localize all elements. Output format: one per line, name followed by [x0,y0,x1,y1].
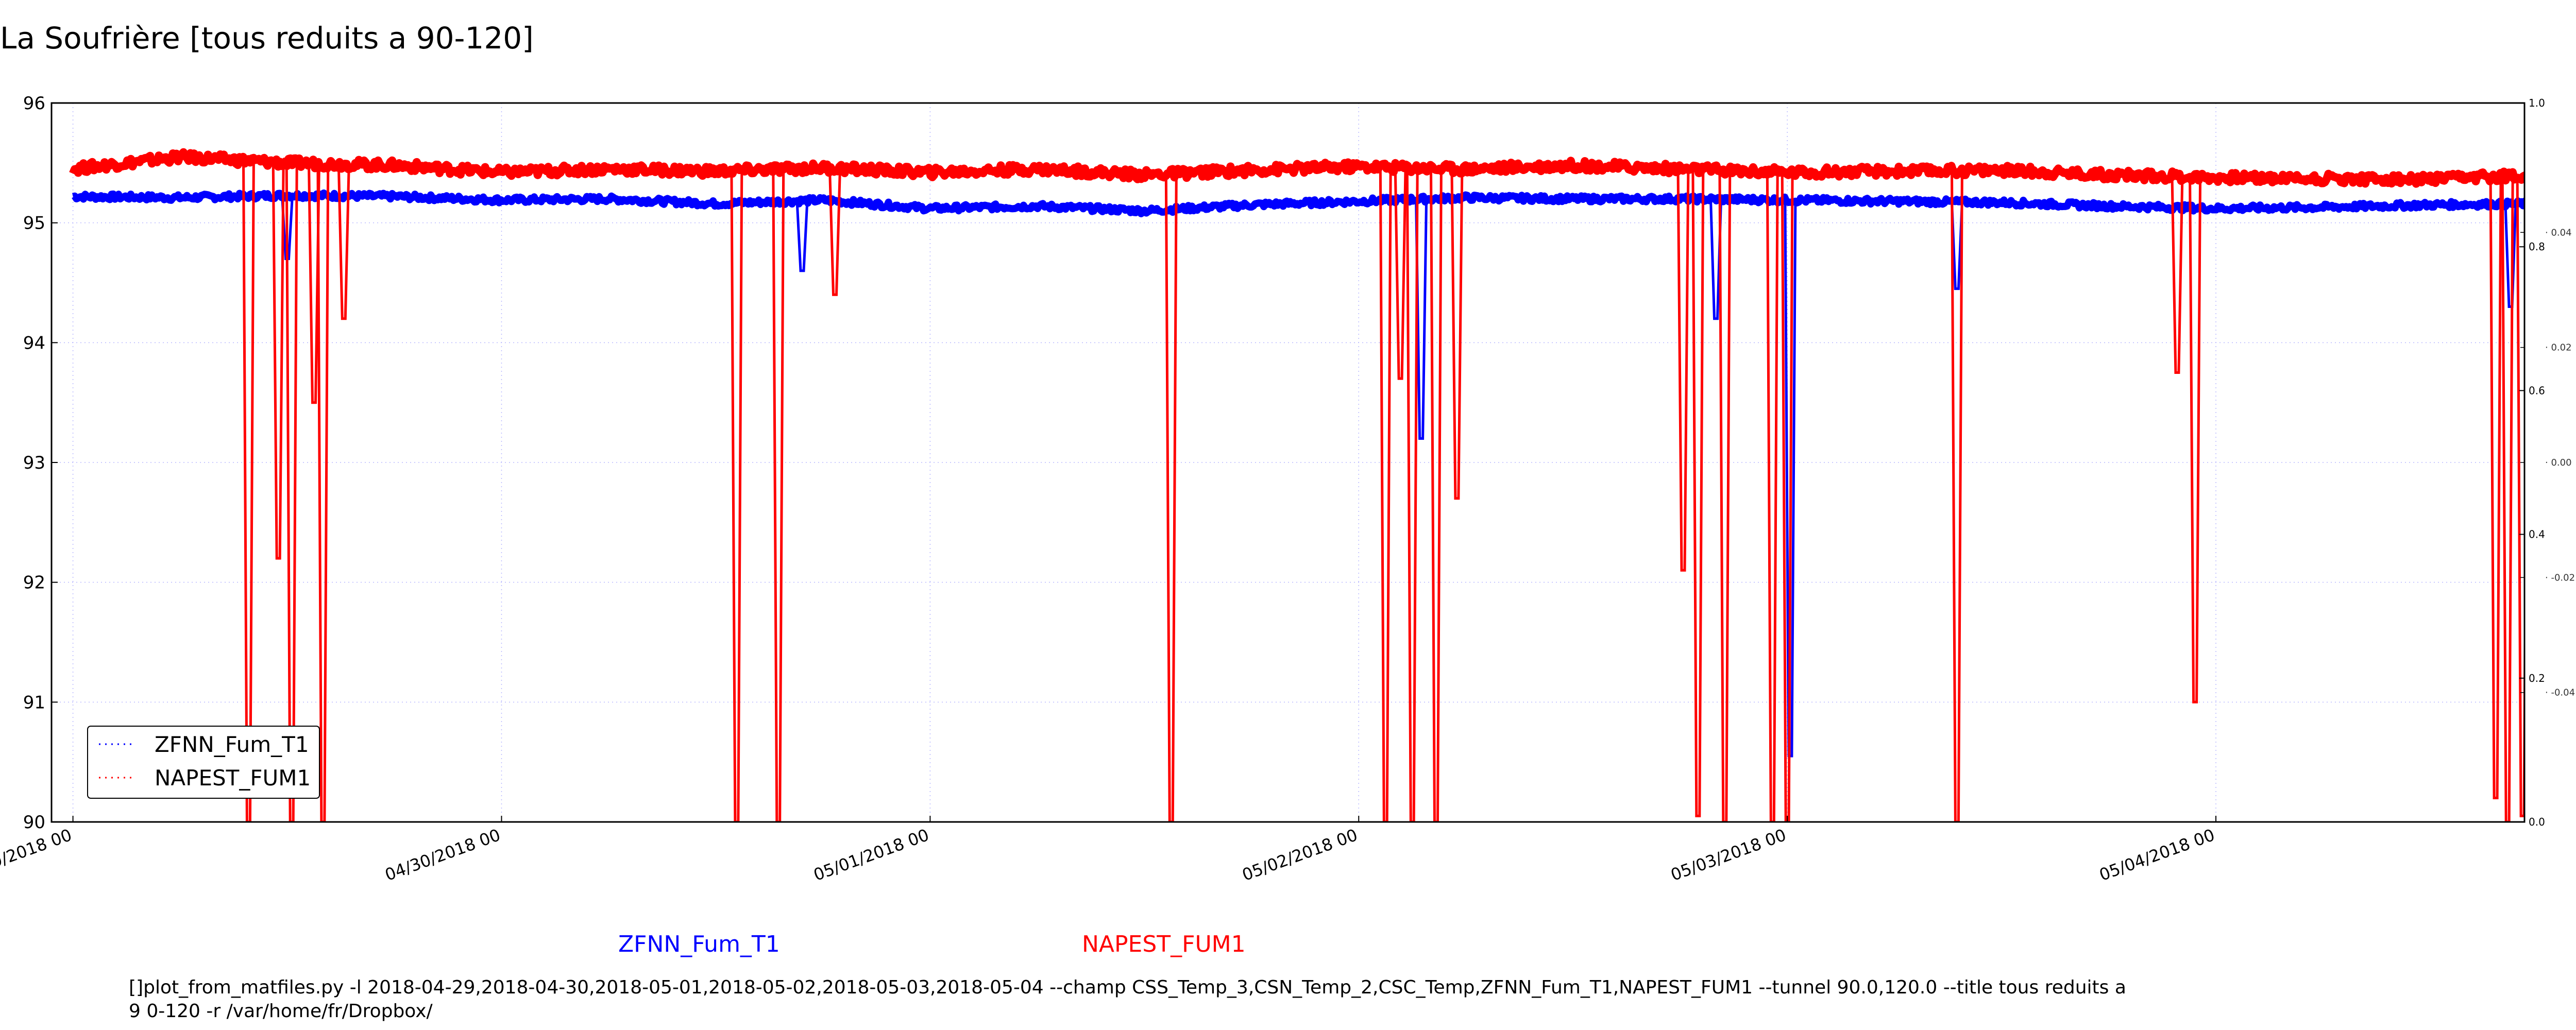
x-tick-label: 05/04/2018 00 [2097,825,2217,885]
y-tick-label: 90 [23,812,45,833]
series-label-zfnn: ZFNN_Fum_T1 [618,931,780,957]
right-inner-tick-label: · 0.00 [2545,457,2572,468]
series-drop-napest [1781,172,1794,822]
legend: ZFNN_Fum_T1 NAPEST_FUM1 [87,726,320,799]
chart-plot: 90 91 92 93 94 95 96 04/29/2018 00 04/30/2018 0… [0,93,2575,885]
series-layer [69,148,2524,822]
series-line-napest [69,148,2524,188]
series-drop-zfnn [1951,201,1963,290]
series-drop-zfnn [1415,199,1428,440]
series-drop-napest [772,169,785,822]
series-drop-napest [1718,170,1732,822]
series-drop-napest [2516,175,2524,817]
series-label-napest: NAPEST_FUM1 [1082,931,1246,957]
right-inner-tick-label: · -0.02 [2545,572,2575,583]
series-drop-napest [1691,169,1705,817]
right-tick-label: 0.6 [2529,384,2545,397]
y-tick-label: 94 [23,333,45,353]
series-drop-napest [2189,177,2202,703]
series-drop-napest [828,168,841,296]
x-tick-label: 04/30/2018 00 [382,825,503,885]
right-inner-tick-label: · 0.04 [2545,227,2572,238]
x-tick-label: 05/03/2018 00 [1668,825,1789,885]
right-inner-tick-label: · 0.02 [2545,342,2572,353]
legend-label-napest: NAPEST_FUM1 [155,765,311,791]
legend-label-zfnn: ZFNN_Fum_T1 [155,732,309,757]
series-drop-napest [2501,176,2514,822]
series-drop-napest [1676,169,1690,572]
grid-lines [52,103,2524,822]
command-line-text: []plot_from_matfiles.py -l 2018-04-29,20… [129,977,2126,1022]
right-tick-label: 1.0 [2529,97,2545,109]
series-drop-zfnn [795,200,809,272]
series-drop-napest [272,162,285,560]
series-drop-napest [242,161,255,822]
series-drop-napest [1450,168,1464,500]
right-inner-tick-label: · -0.04 [2545,688,2575,698]
right-tick-label: 0.2 [2529,672,2545,684]
series-drop-napest [730,170,743,822]
x-tick-label: 05/02/2018 00 [1240,825,1360,885]
series-drop-napest [1164,174,1178,822]
y-tick-label: 93 [23,453,45,473]
series-drop-napest [1766,171,1779,822]
series-drop-zfnn [2504,203,2517,308]
y-tick-label: 92 [23,573,45,593]
series-drop-napest [285,163,298,822]
series-drop-napest [1379,167,1392,822]
right-tick-label: 0.4 [2529,528,2545,541]
y-axis: 90 91 92 93 94 95 96 [23,93,58,833]
right-axis: 0.0 0.2 0.4 0.6 0.8 1.0 · -0.04 · -0.02 · 0.00 · … [2519,97,2575,828]
series-drop-napest [1951,170,1963,822]
right-tick-label: 0.8 [2529,241,2545,253]
x-tick-label: 05/01/2018 00 [811,825,931,885]
y-tick-label: 95 [23,213,45,234]
x-axis: 04/29/2018 00 04/30/2018 00 05/01/2018 00 0… [0,816,2217,885]
right-tick-label: 0.0 [2529,816,2545,828]
series-drop-napest [1405,167,1419,822]
series-drop-napest [1394,167,1407,380]
y-tick-label: 96 [23,93,45,114]
x-tick-label: 04/29/2018 00 [0,825,74,885]
legend-box [87,726,320,799]
series-drop-napest [337,164,350,320]
series-drop-napest [2171,176,2184,374]
series-drop-napest [1430,168,1443,822]
series-drop-napest [2489,176,2502,799]
series-drop-napest [316,163,330,822]
series-line-zfnn [71,189,2524,217]
y-tick-label: 91 [23,692,45,713]
chart-title: La Soufrière [tous reduits a 90-120] [0,21,534,56]
